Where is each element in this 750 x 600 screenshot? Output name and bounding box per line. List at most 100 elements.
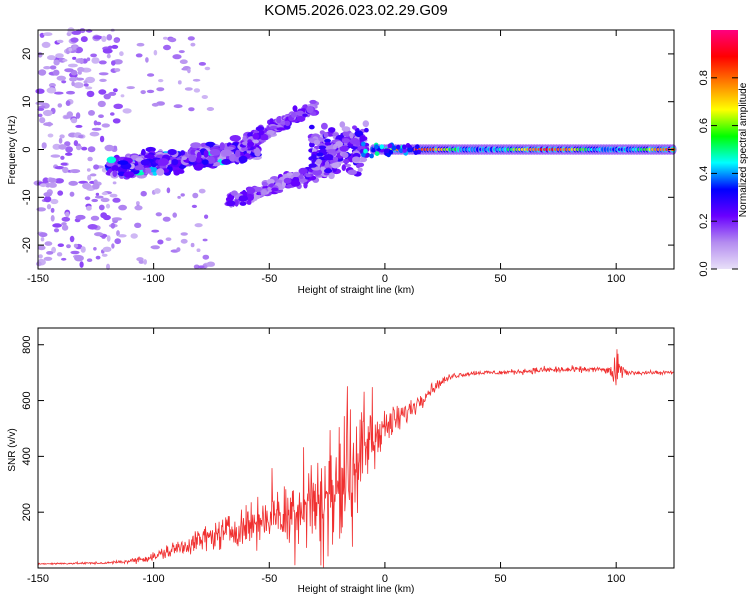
heatmap-cell bbox=[112, 197, 121, 203]
heatmap-cell bbox=[80, 36, 88, 43]
y-tick-label: 200 bbox=[21, 503, 33, 521]
heatmap-cell bbox=[86, 168, 91, 172]
heatmap-cell bbox=[187, 36, 195, 41]
heatmap-cell bbox=[61, 257, 67, 261]
heatmap-cell bbox=[35, 88, 45, 94]
heatmap-cell bbox=[60, 155, 65, 160]
heatmap-cell bbox=[62, 166, 69, 174]
heatmap-cell bbox=[40, 237, 45, 242]
heatmap-cell bbox=[118, 204, 127, 211]
heatmap-cell bbox=[126, 86, 135, 90]
heatmap-cell bbox=[53, 59, 60, 66]
heatmap-cell bbox=[364, 127, 369, 133]
heatmap-cell bbox=[48, 83, 56, 88]
heatmap-cell bbox=[111, 243, 115, 249]
heatmap-cell bbox=[136, 201, 140, 206]
spectrogram-y-label: Frequency (Hz) bbox=[7, 116, 18, 185]
x-tick-label: -100 bbox=[143, 273, 165, 285]
heatmap-cell bbox=[95, 192, 100, 196]
heatmap-cell bbox=[57, 190, 64, 196]
heatmap-cell bbox=[341, 138, 351, 144]
heatmap-cell bbox=[134, 222, 142, 228]
heatmap-cell bbox=[52, 143, 61, 150]
heatmap-cell bbox=[371, 147, 376, 153]
heatmap-cell bbox=[221, 149, 233, 157]
heatmap-cell bbox=[341, 164, 346, 171]
heatmap-cell bbox=[201, 159, 209, 165]
heatmap-cell bbox=[41, 142, 47, 149]
heatmap-cell bbox=[157, 239, 164, 245]
heatmap-cell bbox=[269, 118, 274, 123]
heatmap-cell bbox=[79, 261, 84, 268]
heatmap-cell bbox=[318, 145, 327, 150]
heatmap-cell bbox=[209, 149, 221, 156]
heatmap-cell bbox=[341, 126, 351, 132]
heatmap-cell bbox=[239, 201, 247, 206]
heatmap-cell bbox=[69, 76, 78, 82]
heatmap-cell bbox=[79, 57, 84, 65]
heatmap-cell bbox=[157, 158, 169, 166]
heatmap-cell bbox=[50, 207, 55, 213]
heatmap-cell bbox=[230, 190, 238, 196]
heatmap-cell bbox=[86, 258, 93, 263]
x-tick-label: -50 bbox=[261, 273, 277, 285]
heatmap-cell bbox=[324, 160, 330, 168]
heatmap-cell bbox=[324, 141, 332, 146]
heatmap-cell bbox=[106, 235, 111, 242]
heatmap-cells bbox=[33, 27, 677, 270]
heatmap-cell bbox=[323, 131, 329, 138]
heatmap-cell bbox=[52, 223, 62, 228]
heatmap-cell bbox=[296, 116, 306, 122]
heatmap-cell bbox=[391, 145, 396, 151]
heatmap-cell bbox=[102, 48, 113, 54]
heatmap-cell bbox=[75, 124, 83, 128]
heatmap-cell bbox=[49, 65, 57, 70]
heatmap-cell bbox=[111, 217, 122, 221]
heatmap-cell bbox=[197, 265, 205, 269]
spectrogram-frame bbox=[37, 29, 675, 270]
heatmap-cell bbox=[56, 39, 64, 44]
heatmap-cell bbox=[312, 168, 323, 176]
colorbar-tick-label: 0.0 bbox=[698, 261, 710, 276]
heatmap-cell bbox=[73, 82, 84, 89]
heatmap-cell bbox=[226, 200, 236, 207]
heatmap-cell bbox=[177, 195, 181, 199]
snr-x-label: Height of straight line (km) bbox=[298, 584, 415, 595]
heatmap-cell bbox=[98, 89, 107, 95]
heatmap-cell bbox=[179, 59, 188, 64]
heatmap-cell bbox=[65, 100, 71, 106]
heatmap-cell bbox=[93, 247, 97, 251]
heatmap-cell bbox=[339, 145, 349, 152]
y-tick-label: 400 bbox=[21, 447, 33, 465]
heatmap-cell bbox=[284, 120, 291, 127]
heatmap-cell bbox=[167, 149, 177, 156]
heatmap-cell bbox=[43, 195, 52, 203]
heatmap-cell bbox=[68, 180, 78, 186]
snr-y-label: SNR (v/v) bbox=[7, 428, 18, 471]
heatmap-cell bbox=[93, 164, 100, 170]
y-tick-label: 800 bbox=[21, 336, 33, 354]
heatmap-cell bbox=[37, 107, 45, 111]
heatmap-cell bbox=[229, 135, 241, 142]
heatmap-cell bbox=[134, 165, 145, 171]
heatmap-cell bbox=[83, 83, 89, 87]
spectrogram-x-label: Height of straight line (km) bbox=[298, 285, 415, 296]
heatmap-cell bbox=[180, 232, 188, 236]
heatmap-cell bbox=[286, 172, 293, 177]
heatmap-cell bbox=[66, 244, 71, 249]
heatmap-cell bbox=[92, 183, 100, 190]
heatmap-cell bbox=[64, 68, 74, 73]
y-tick-label: -20 bbox=[21, 237, 33, 253]
heatmap-cell bbox=[193, 88, 201, 93]
heatmap-cell bbox=[91, 57, 100, 64]
heatmap-cell bbox=[292, 105, 298, 112]
heatmap-cell bbox=[46, 87, 57, 94]
heatmap-cell bbox=[333, 156, 339, 162]
heatmap-cell bbox=[180, 193, 185, 197]
heatmap-cell bbox=[178, 50, 185, 54]
heatmap-cell bbox=[42, 177, 50, 184]
heatmap-cell bbox=[221, 158, 232, 165]
heatmap-cell bbox=[173, 169, 180, 176]
heatmap-cell bbox=[173, 104, 183, 109]
